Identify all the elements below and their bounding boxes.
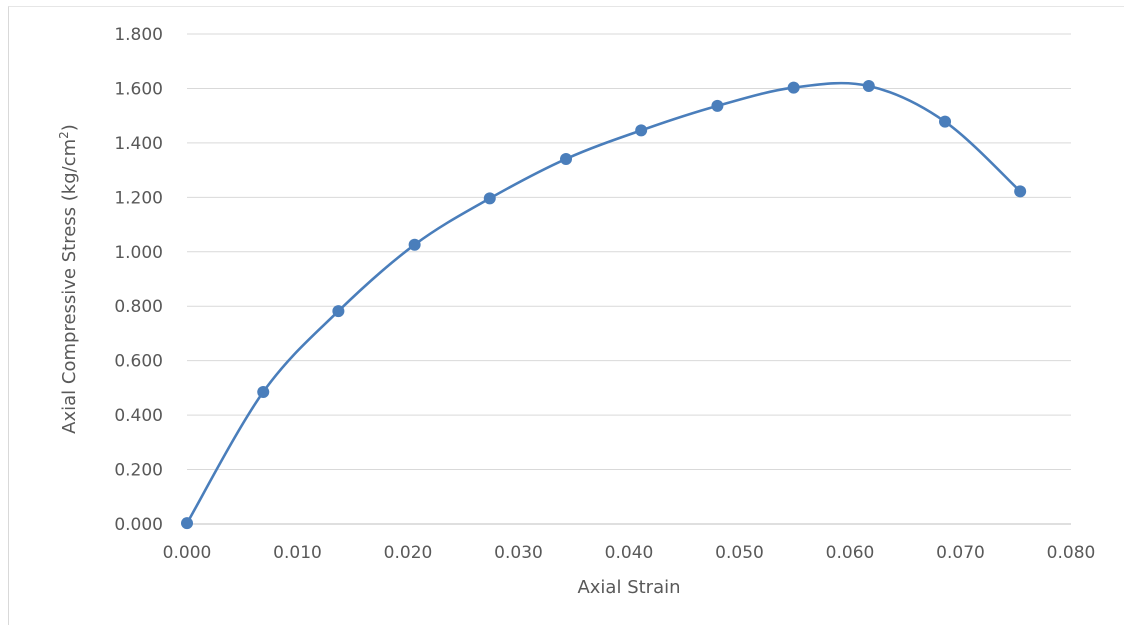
y-axis-title-end: ) <box>59 124 80 131</box>
x-tick-labels: 0.000 0.010 0.020 0.030 0.040 0.050 0.060 0.070… <box>163 543 1096 563</box>
data-point <box>181 517 193 530</box>
y-tick-label: 0.800 <box>114 297 163 317</box>
y-axis-title-superscript: 2 <box>57 131 71 139</box>
data-point <box>332 305 345 318</box>
x-tick-label: 0.070 <box>936 543 985 563</box>
y-tick-label: 0.000 <box>114 515 163 535</box>
data-point <box>711 99 724 112</box>
chart-svg: 0.000 0.010 0.020 0.030 0.040 0.050 0.060 0.070… <box>57 25 1096 598</box>
x-tick-label: 0.040 <box>605 543 654 563</box>
y-tick-label: 1.000 <box>114 243 163 263</box>
y-tick-label: 1.200 <box>114 188 163 208</box>
x-tick-label: 0.000 <box>163 543 212 563</box>
y-tick-label: 1.600 <box>114 79 163 99</box>
x-tick-label: 0.080 <box>1047 543 1096 563</box>
chart-frame: 0.000 0.010 0.020 0.030 0.040 0.050 0.060 0.070… <box>8 6 1124 625</box>
y-tick-label: 0.400 <box>114 406 163 426</box>
data-point <box>787 81 800 94</box>
y-axis-title-main: Axial Compressive Stress (kg/cm <box>59 139 80 434</box>
y-axis-title: Axial Compressive Stress (kg/cm2) <box>57 124 80 434</box>
y-tick-label: 1.800 <box>114 25 163 45</box>
data-points <box>181 79 1027 530</box>
gridlines <box>187 33 1071 471</box>
x-tick-label: 0.010 <box>273 543 322 563</box>
data-point <box>257 385 270 398</box>
x-axis-title: Axial Strain <box>577 577 680 598</box>
data-point <box>1014 185 1027 198</box>
data-point <box>862 79 875 92</box>
x-tick-label: 0.050 <box>715 543 764 563</box>
y-tick-label: 1.400 <box>114 134 163 154</box>
series-line <box>185 81 1022 525</box>
x-tick-label: 0.020 <box>384 543 433 563</box>
y-tick-label: 0.600 <box>114 352 163 372</box>
data-point <box>635 124 648 137</box>
x-tick-label: 0.060 <box>826 543 875 563</box>
data-point <box>560 152 573 165</box>
y-tick-label: 0.200 <box>114 461 163 481</box>
data-point <box>939 115 952 128</box>
y-tick-labels: 0.000 0.200 0.400 0.600 0.800 1.000 1.200 1.400… <box>114 25 163 535</box>
x-tick-label: 0.030 <box>494 543 543 563</box>
data-point <box>408 238 421 251</box>
data-point <box>483 192 496 205</box>
